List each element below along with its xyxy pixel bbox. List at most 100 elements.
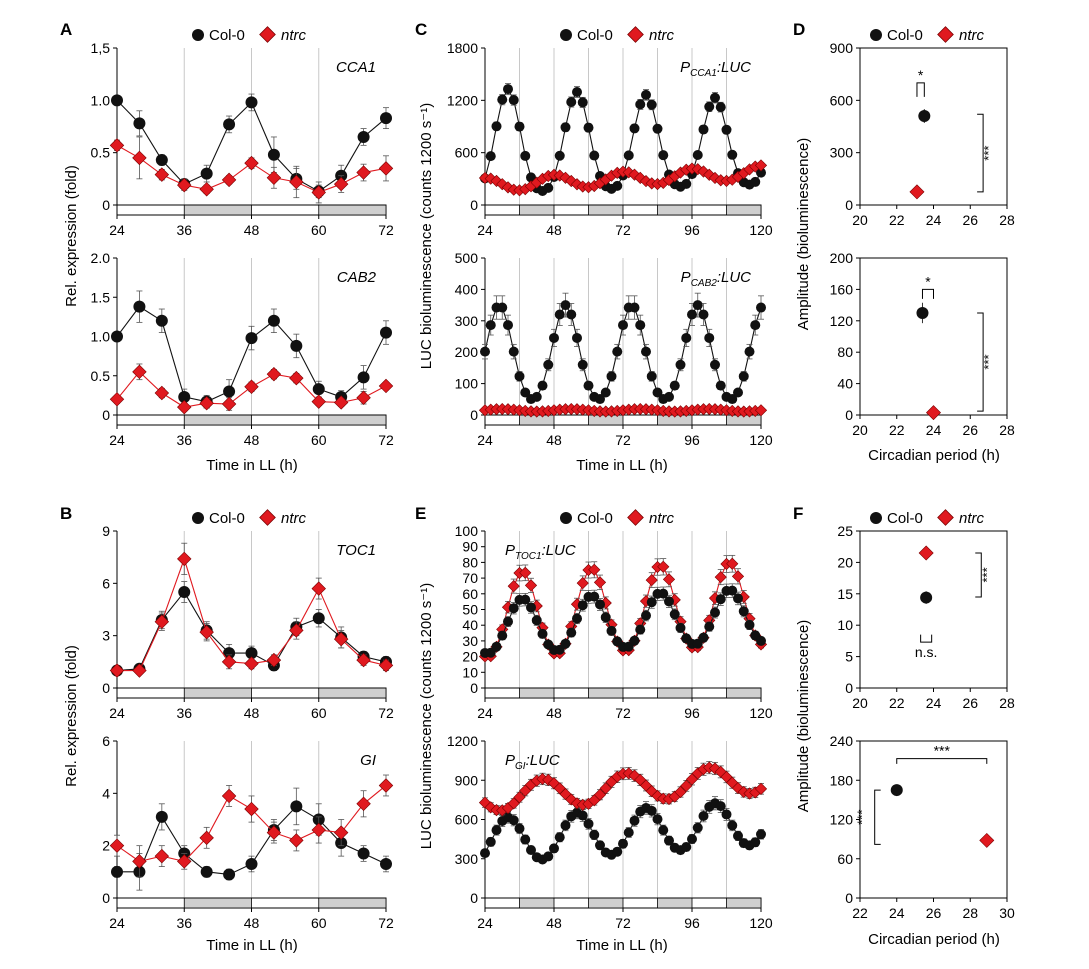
chart-a2-ntrc-point: [244, 379, 259, 394]
chart-c1-col0-point: [623, 150, 634, 161]
chart-b2-col0-point: [380, 857, 392, 870]
chart-c2-ntrc-point: [754, 404, 768, 417]
chart-e1-col0-point: [595, 599, 605, 610]
chart-a2-col0-point: [223, 385, 236, 398]
chart-c1-col0-point: [572, 86, 582, 97]
legend-d-mut-label: ntrc: [959, 27, 985, 44]
chart-d2-frame: [859, 257, 1008, 416]
chart-e1-ytick-label: 90: [462, 539, 478, 555]
chart-c1-col0-point: [629, 123, 640, 134]
chart-b2-ntrc-point: [244, 801, 259, 817]
chart-e2-col0-point: [652, 814, 663, 825]
legend-b-wt-marker: [192, 512, 204, 524]
chart-a1-ntrc-point: [109, 138, 125, 153]
chart-e1-ntrc-point: [524, 579, 538, 592]
chart-e1-ytick-label: 20: [462, 649, 478, 665]
chart-c1-col0-point: [543, 182, 554, 193]
chart-c1-xtick-label: 48: [546, 222, 562, 238]
chart-c1-col0-point: [710, 92, 720, 103]
chart-c2-xtick-label: 72: [615, 432, 631, 448]
chart-f2-xtick-label: 22: [852, 905, 868, 921]
chart-c2-col0-point: [641, 346, 651, 357]
chart-c2-col0-point: [750, 320, 761, 331]
chart-e1-ytick-label: 60: [462, 586, 478, 602]
chart-b2-ntrc-point: [177, 854, 192, 869]
chart-e2-col0-point: [491, 825, 502, 836]
legend-f: Col-0 ntrc: [870, 509, 985, 527]
chart-a1-col0-point: [155, 153, 168, 166]
chart-d2-annotation-bracket: [921, 288, 934, 299]
chart-e2-col0-point: [612, 846, 623, 857]
chart-e1-ntrc-point: [726, 557, 739, 570]
chart-b2-xtick-label: 36: [176, 915, 192, 931]
chart-b1-subjective-night: [183, 687, 252, 699]
chart-f2-frame: [859, 740, 1008, 899]
chart-e2-xtick-label: 120: [749, 915, 773, 931]
chart-a2-col0-point: [245, 332, 258, 345]
chart-e1-ntrc-point: [593, 576, 607, 589]
legend-e-mut-marker: [627, 509, 644, 526]
chart-e2-ntrc-point: [599, 782, 612, 795]
chart-e1-subjective-night: [588, 687, 624, 699]
chart-b1-ntrc-point: [333, 631, 349, 647]
chart-a2-xtick-label: 24: [109, 432, 125, 448]
chart-d2-xtick-label: 22: [889, 422, 905, 438]
chart-a1-col0-point: [200, 167, 213, 180]
legend-d-wt-marker: [870, 29, 882, 41]
xlabel-b: Time in LL (h): [206, 937, 297, 954]
chart-c2-col0-point: [554, 309, 565, 320]
chart-e1-col0-point: [560, 638, 571, 649]
chart-c2-col0-point: [738, 371, 749, 382]
chart-c1-col0-point: [721, 124, 732, 135]
chart-c2-xtick-label: 48: [546, 432, 562, 448]
chart-d2-xtick-label: 24: [926, 422, 942, 438]
chart-d1-ytick-label: 300: [830, 145, 854, 161]
chart-c1-col0-point: [681, 178, 692, 189]
chart-e2-col0-point: [727, 820, 738, 831]
chart-d1-annotation-bracket: [916, 82, 925, 97]
chart-d2-ytick-label: 0: [845, 407, 853, 423]
chart-c1-col0-point: [652, 123, 663, 134]
chart-c2-col0-point: [606, 371, 617, 382]
chart-d2-ytick-label: 40: [837, 376, 853, 392]
chart-a1-ntrc-point: [266, 170, 282, 185]
chart-b2-col0-point: [290, 800, 303, 813]
chart-e2-ytick-label: 600: [455, 812, 479, 828]
chart-e2-subjective-night: [726, 897, 762, 909]
chart-e1-col0-point: [756, 635, 766, 646]
panel-letter-f: F: [793, 504, 803, 523]
chart-d1-annotation-bracket: [977, 113, 984, 193]
chart-b1-ntrc-point: [378, 658, 394, 673]
chart-c2-col0-point: [572, 332, 582, 343]
chart-c2-col0-point: [635, 320, 646, 331]
chart-e2-col0-point: [560, 820, 571, 831]
chart-b2-ntrc-point: [266, 825, 282, 840]
chart-e1-col0-point: [491, 641, 502, 652]
chart-c1-col0-point: [635, 99, 646, 110]
chart-c2-ytick-label: 100: [455, 376, 479, 392]
chart-a2-ntrc-point: [356, 390, 371, 405]
chart-c2-col0-point: [600, 387, 611, 398]
chart-a1-subjective-night: [183, 204, 252, 216]
chart-e1-ntrc-point: [519, 566, 532, 579]
chart-b1-col0-point: [312, 612, 325, 625]
panel-letter-a: A: [60, 20, 72, 39]
chart-a1-xtick-label: 36: [176, 222, 192, 238]
chart-c2-col0-point: [744, 346, 755, 357]
chart-c1-col0-point: [612, 180, 623, 191]
chart-e2-ntrc-point: [507, 797, 520, 810]
chart-c1-col0-point: [750, 176, 761, 187]
chart-b2-col0-point: [357, 847, 370, 860]
chart-b2-xtick-label: 48: [244, 915, 260, 931]
chart-f2-ytick-label: 120: [830, 812, 854, 828]
chart-e1-col0-point: [641, 610, 651, 621]
chart-a1-col0-point: [357, 130, 370, 143]
chart-a1-ntrc-point: [154, 167, 170, 182]
chart-e2-col0-point: [623, 827, 634, 838]
chart-a2-ytick-label: 1.0: [91, 329, 111, 345]
chart-e2-col0-point: [721, 809, 732, 820]
chart-a2-ntrc-point: [177, 399, 192, 415]
legend-b-mut-label: ntrc: [281, 510, 307, 527]
